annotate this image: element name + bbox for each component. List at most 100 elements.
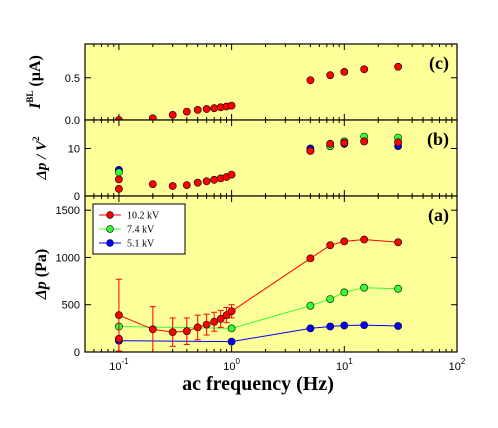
y-axis-label-a: Δp (Pa): [33, 249, 50, 300]
series-a-10-2-kv-point: [340, 237, 349, 246]
panel-b: 0 10 (b) Δp / V2: [31, 119, 458, 203]
panel-c-background: [85, 44, 457, 120]
series-c-0-point: [148, 114, 157, 120]
legend-marker: [106, 239, 114, 247]
series-a-5-1-kv-point: [394, 322, 402, 330]
x-tick-label: 101: [336, 357, 353, 373]
panel-tag-c: (c): [429, 53, 449, 74]
series-a-7-4-kv-point: [326, 295, 335, 303]
series-a-10-2-kv-point: [182, 327, 191, 336]
panel-c: 0.0 0.5 (c) IBL (µA): [25, 43, 458, 127]
series-a-7-4-kv-point: [306, 301, 315, 310]
plot-root: 0.00.5(c)IBL (µA)010(b)Δp / V20500100015…: [25, 43, 466, 373]
series-a-10-2-kv-point: [360, 235, 369, 244]
y-axis-label-main: Δp / V: [34, 139, 50, 181]
series-c-0-point: [115, 116, 123, 120]
series-c-0-point: [227, 101, 236, 110]
series-b-2-point: [306, 146, 315, 155]
legend-entry-label: 5.1 kV: [127, 239, 155, 250]
series-a-5-1-kv-point: [227, 337, 236, 346]
y-axis-label-superscript: BL: [25, 91, 35, 103]
series-b-2-point: [168, 182, 177, 190]
x-tick-label-base: 10: [223, 361, 235, 373]
panel-b-background: [85, 120, 457, 196]
series-b-2-point: [360, 137, 369, 146]
series-b-2-point: [148, 180, 157, 188]
series-c-0-point: [394, 62, 402, 71]
series-b-2-point: [115, 184, 123, 193]
panel-c-content: [115, 62, 402, 120]
y-tick-label-a: 1000: [56, 252, 80, 264]
y-tick-label-c: 0.5: [65, 73, 80, 85]
series-a-7-4-kv-point: [394, 284, 402, 293]
series-c-0-point: [360, 65, 369, 74]
series-a-5-1-kv-point: [340, 321, 349, 330]
series-c-0-point: [340, 68, 349, 76]
series-a-10-2-kv-point: [394, 238, 402, 247]
series-a-10-2-kv-point: [326, 241, 335, 250]
x-tick-label-exponent: 2: [461, 357, 466, 366]
series-a-10-2-kv-point: [115, 334, 123, 343]
series-a-10-2-kv-point: [216, 314, 225, 323]
series-b-2-point: [340, 138, 349, 147]
legend-marker: [106, 225, 114, 233]
series-b-2-point: [326, 139, 335, 148]
y-axis-label-main: Δp: [33, 281, 50, 300]
y-axis-label-superscript: 2: [31, 136, 41, 141]
series-b-2-point: [115, 175, 123, 184]
legend-entry-label: 7.4 kV: [127, 225, 155, 236]
series-a-10-2-kv-point: [168, 328, 177, 336]
panel-a-frame: [84, 195, 458, 353]
series-a-10-2-kv-point: [148, 325, 157, 334]
series-c-0-point: [306, 76, 315, 85]
series-a-10-2-kv-point: [115, 311, 123, 319]
y-axis-label-unit: (Pa): [33, 249, 50, 281]
series-a-7-4-kv-point: [360, 283, 369, 292]
panel-a: 0 500 1000 1500 (a) Δp (Pa) 10.2 kV 7.4 kV 5.1 k…: [33, 195, 458, 359]
series-b-2-point: [227, 170, 236, 179]
panel-tag-a: (a): [428, 205, 449, 226]
panel-b-content: [115, 132, 402, 193]
series-b-2-point: [193, 178, 202, 187]
series-c-0-point: [182, 107, 191, 116]
series-b-1-point: [115, 168, 123, 177]
y-axis-label-main: I: [27, 102, 44, 110]
y-tick-label-a: 500: [62, 300, 80, 312]
x-tick-label-base: 10: [449, 361, 461, 373]
y-tick-label-a: 0: [74, 347, 80, 359]
series-b-2-point: [202, 177, 211, 186]
legend-marker: [106, 211, 114, 219]
y-tick-label-b: 10: [68, 144, 80, 156]
series-a-5-1-kv-point: [360, 321, 369, 329]
series-c-0-point: [210, 104, 219, 113]
x-tick-label: 100: [223, 357, 240, 373]
legend-entry-label: 10.2 kV: [127, 211, 160, 222]
panel-a-content: [115, 235, 402, 352]
series-b-2-point: [394, 138, 402, 147]
series-a-10-2-kv-point: [306, 254, 315, 263]
series-a-7-4-kv-point: [340, 288, 349, 297]
series-a-10-2-kv-point: [210, 317, 219, 326]
series-a-10-2-kv-point: [202, 320, 211, 329]
y-axis-label-b: Δp / V2: [31, 136, 50, 181]
x-axis-label: ac frequency (Hz): [182, 373, 334, 395]
series-b-2-point: [210, 175, 219, 184]
series-c-0-point: [168, 111, 177, 119]
series-a-10-2-kv-point: [193, 323, 202, 332]
x-tick-label-base: 10: [109, 361, 121, 373]
x-tick-label-base: 10: [336, 361, 348, 373]
x-tick-label-exponent: 0: [236, 357, 241, 366]
x-tick-label: 102: [449, 357, 466, 373]
panel-tag-b: (b): [427, 129, 449, 150]
series-a-5-1-kv-point: [306, 324, 315, 333]
series-c-0-point: [326, 71, 335, 80]
y-tick-label-c: 0.0: [65, 115, 80, 127]
series-c-0-point: [202, 105, 211, 113]
y-tick-label-b: 0: [74, 191, 80, 203]
x-tick-label-exponent: -1: [121, 357, 129, 366]
series-a-7-4-kv-point: [227, 324, 236, 333]
series-a-5-1-kv-point: [326, 322, 335, 331]
series-a-10-2-kv-point: [227, 307, 236, 316]
legend: 10.2 kV 7.4 kV 5.1 kV: [92, 203, 186, 255]
